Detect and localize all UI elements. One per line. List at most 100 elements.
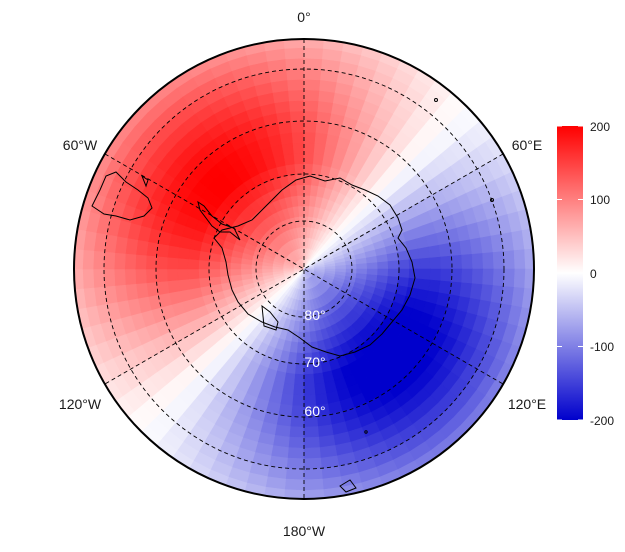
antarctic-peninsula <box>197 200 241 241</box>
field-cell <box>145 268 158 284</box>
field-cell <box>429 268 442 282</box>
field-cell <box>461 268 474 285</box>
field-cell <box>134 253 147 270</box>
field-cell <box>103 268 116 287</box>
field-cell <box>92 268 105 288</box>
field-cell <box>198 259 210 270</box>
field-cell <box>278 403 293 417</box>
field-cell <box>438 280 452 295</box>
field-cell <box>288 436 305 449</box>
field-cell <box>286 457 305 470</box>
field-cell <box>450 268 463 284</box>
field-cell <box>284 47 305 60</box>
field-cell <box>303 478 324 491</box>
field-cell <box>290 405 305 417</box>
antarctica-coastline <box>213 175 416 357</box>
field-cell <box>281 142 295 156</box>
field-cell <box>438 243 452 258</box>
field-cell <box>156 255 168 270</box>
lat-label-80: 80° <box>304 307 325 323</box>
field-cell <box>449 241 462 257</box>
lon-label-120e: 120°E <box>508 396 546 412</box>
field-cell <box>440 268 452 283</box>
field-cell <box>313 382 327 396</box>
colorbar-tick-0: 0 <box>590 267 597 281</box>
field-cell <box>198 276 211 288</box>
field-cell <box>303 447 321 460</box>
field-cell <box>303 99 320 112</box>
field-cell <box>134 268 147 285</box>
field-cell <box>471 268 484 285</box>
field-cell <box>288 89 305 102</box>
colorbar-tick-minus200: -200 <box>590 414 614 428</box>
field-cell <box>291 394 305 407</box>
field-cell <box>187 258 200 270</box>
field-cell <box>288 99 305 112</box>
islands <box>339 98 494 493</box>
field-cell <box>103 251 116 270</box>
coastline <box>197 175 416 357</box>
field-cell <box>290 121 305 133</box>
field-cell <box>177 268 189 281</box>
colorbar: 200 100 0 -100 -200 <box>557 120 614 428</box>
field-cell <box>303 78 321 91</box>
field-cell <box>419 268 431 281</box>
field-cell <box>428 279 441 294</box>
field-cell <box>315 121 330 135</box>
field-cell <box>82 249 95 270</box>
field-cell <box>492 251 505 270</box>
field-cell <box>428 244 441 259</box>
field-cell <box>294 163 305 175</box>
field-cell <box>187 268 200 280</box>
ross-ice-edge <box>261 304 279 331</box>
field-cell <box>82 268 95 289</box>
field-cell <box>209 276 222 286</box>
field-cell <box>156 280 170 295</box>
field-cell <box>482 268 495 286</box>
field-cell <box>278 121 293 135</box>
field-cell <box>503 268 516 288</box>
field-cell <box>303 131 317 144</box>
field-cell <box>284 478 305 491</box>
field-cell <box>291 131 305 144</box>
lon-label-60e: 60°E <box>512 137 543 153</box>
field-cell <box>303 68 322 81</box>
field-cell <box>145 254 158 270</box>
field-cell <box>292 142 305 154</box>
field-cell <box>417 246 431 260</box>
field-cell <box>429 256 442 270</box>
field-cell <box>513 249 526 270</box>
field-cell <box>294 363 305 375</box>
field-cell <box>419 257 431 270</box>
field-cell <box>303 142 316 154</box>
field-cell <box>471 253 484 270</box>
lat-label-60: 60° <box>304 403 325 419</box>
colorbar-tick-200: 200 <box>590 120 610 134</box>
lat-label-70: 70° <box>304 354 325 370</box>
field-cell <box>303 47 324 60</box>
field-cell <box>289 415 305 428</box>
field-cell <box>198 268 210 279</box>
field-cell <box>316 111 332 124</box>
field-cell <box>92 250 105 270</box>
lat-circle-50 <box>103 68 505 470</box>
field-cell <box>287 447 305 460</box>
field-cell <box>303 110 319 123</box>
field-cell <box>287 78 305 91</box>
field-cell <box>314 132 329 145</box>
field-cell <box>303 457 322 470</box>
field-cell <box>450 254 463 270</box>
graticule <box>103 39 505 499</box>
field-cell <box>303 163 314 175</box>
colorbar-tick-minus100: -100 <box>590 340 614 354</box>
field-cell <box>177 278 191 292</box>
lon-label-60w: 60°W <box>63 137 98 153</box>
field-cell <box>285 57 305 70</box>
field-cell <box>279 132 294 145</box>
field-cell <box>156 243 170 258</box>
field-cell <box>177 257 189 270</box>
field-cell <box>303 57 323 70</box>
field-cell <box>303 468 323 481</box>
field-cell <box>513 268 526 289</box>
